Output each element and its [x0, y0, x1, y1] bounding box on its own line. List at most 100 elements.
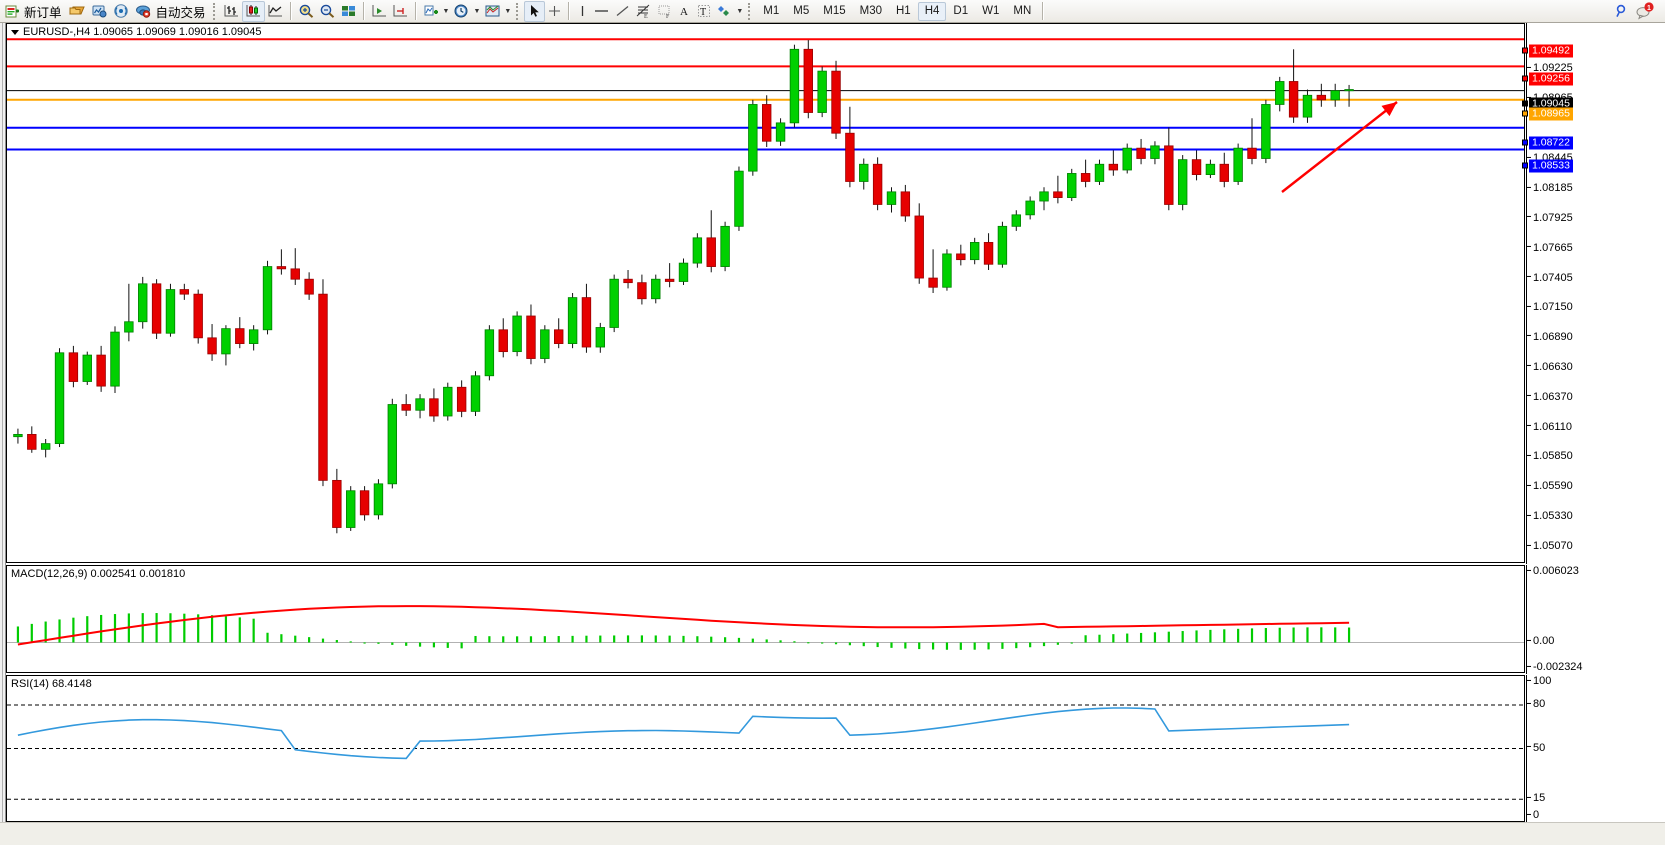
notifications-icon: 1 [1635, 2, 1655, 20]
chart-title: EURUSD-,H4 1.09065 1.09069 1.09016 1.090… [11, 26, 262, 38]
candlestick-chart-icon [245, 3, 262, 19]
chart-shift-icon [371, 3, 388, 19]
zoom-in-icon [298, 3, 315, 19]
signals-button[interactable] [110, 1, 132, 22]
shapes-icon [716, 3, 733, 19]
chart-workspace[interactable]: EURUSD-,H4 1.09065 1.09069 1.09016 1.090… [0, 23, 1665, 845]
timeframe-mn[interactable]: MN [1013, 5, 1032, 17]
fibonacci-button[interactable]: E [633, 1, 654, 22]
toolbar-grip-2[interactable] [516, 2, 521, 20]
timeframe-w1[interactable]: W1 [982, 5, 1000, 17]
macd-plot [7, 605, 1524, 650]
macd-scale[interactable]: 0.006023 0.00 -0.002324 [1526, 565, 1665, 674]
price-tag[interactable]: 1.09492 [1522, 44, 1573, 58]
terminal-icon [90, 3, 108, 19]
toolbar-grip-3[interactable] [748, 2, 753, 20]
rsi-tick: 100 [1527, 675, 1551, 687]
search-button[interactable] [1611, 1, 1633, 22]
price-tick: 1.06890 [1527, 331, 1573, 343]
indicators-button[interactable]: ▼ [421, 1, 452, 22]
zoom-out-button[interactable] [317, 1, 338, 22]
channel-icon: F [656, 3, 673, 19]
price-tick: 1.06630 [1527, 361, 1573, 373]
chart-shift-button[interactable] [369, 1, 390, 22]
indicators-icon [423, 3, 440, 19]
chart-collapse-icon[interactable] [11, 29, 19, 35]
price-tag[interactable]: 1.09045 [1522, 97, 1573, 111]
templates-caret-icon[interactable]: ▼ [504, 7, 512, 15]
terminal-button[interactable] [88, 1, 110, 22]
macd-pane[interactable]: MACD(12,26,9) 0.002541 0.001810 [6, 565, 1525, 673]
trendline-button[interactable] [612, 1, 633, 22]
price-tick: 1.07665 [1527, 242, 1573, 254]
rsi-label: RSI(14) 68.4148 [11, 678, 92, 690]
timeframe-m15[interactable]: M15 [823, 5, 846, 17]
price-tag[interactable]: 1.08533 [1522, 159, 1573, 173]
search-icon [1613, 3, 1631, 19]
shapes-caret-icon[interactable]: ▼ [736, 7, 744, 15]
toolbar-grip-1[interactable] [212, 2, 218, 20]
tile-windows-icon [340, 3, 357, 19]
price-pane[interactable]: EURUSD-,H4 1.09065 1.09069 1.09016 1.090… [6, 23, 1525, 563]
period-button[interactable]: ▼ [451, 1, 482, 22]
tile-windows-button[interactable] [338, 1, 359, 22]
price-tag[interactable]: 1.08965 [1522, 107, 1573, 121]
timeframe-d1[interactable]: D1 [953, 5, 969, 17]
price-tick: 1.05850 [1527, 450, 1573, 462]
toolbar-sep-4 [568, 2, 571, 20]
text-button[interactable]: A [675, 1, 694, 22]
period-icon [453, 3, 470, 19]
line-chart-button[interactable] [265, 1, 286, 22]
text-label-button[interactable]: T [694, 1, 714, 22]
candlestick-chart-button[interactable] [241, 0, 265, 22]
crosshair-icon [547, 3, 562, 19]
svg-text:A: A [680, 6, 688, 18]
vertical-line-button[interactable] [574, 1, 591, 22]
price-tick: 1.08185 [1527, 182, 1573, 194]
timeframe-h4[interactable]: H4 [917, 1, 947, 21]
price-tick: 1.05590 [1527, 480, 1573, 492]
zoom-in-button[interactable] [296, 1, 317, 22]
status-bar [0, 822, 1665, 845]
auto-trading-button[interactable]: 自动交易 [132, 1, 210, 22]
text-icon: A [677, 3, 692, 19]
rsi-pane[interactable]: RSI(14) 68.4148 [6, 675, 1525, 822]
line-chart-icon [267, 3, 284, 19]
price-tick: 1.05070 [1527, 540, 1573, 552]
rsi-tick: 15 [1527, 792, 1545, 804]
timeframe-m30[interactable]: M30 [859, 5, 882, 17]
price-tag[interactable]: 1.09256 [1522, 72, 1573, 86]
macd-tick: 0.006023 [1527, 565, 1579, 577]
rsi-tick: 0 [1527, 809, 1539, 821]
price-scale[interactable]: 1.092251.089651.084451.081851.079251.076… [1522, 23, 1665, 564]
price-tick: 1.06370 [1527, 391, 1573, 403]
timeframe-h1[interactable]: H1 [896, 5, 911, 17]
svg-text:E: E [644, 14, 648, 19]
text-label-icon: T [696, 3, 712, 19]
bar-chart-button[interactable] [221, 1, 242, 22]
macd-tick: 0.00 [1527, 635, 1554, 648]
price-tick: 1.05330 [1527, 510, 1573, 522]
auto-scroll-button[interactable] [390, 1, 411, 22]
period-caret-icon[interactable]: ▼ [473, 7, 481, 15]
timeframe-m1[interactable]: M1 [763, 5, 780, 17]
auto-trading-label: 自动交易 [155, 5, 206, 20]
templates-icon [484, 3, 501, 19]
rsi-scale[interactable]: 100 80 50 15 0 [1526, 675, 1665, 822]
indicators-caret-icon[interactable]: ▼ [442, 7, 450, 15]
timeframe-m5[interactable]: M5 [793, 5, 810, 17]
templates-button[interactable]: ▼ [482, 1, 513, 22]
new-order-button[interactable]: 新订单 [2, 1, 66, 22]
notifications-button[interactable]: 1 [1633, 1, 1657, 22]
macd-tick: -0.002324 [1527, 661, 1583, 673]
rsi-tick: 80 [1527, 698, 1545, 710]
folder-button[interactable] [66, 1, 88, 22]
chart-left-rail [0, 23, 6, 822]
cursor-button[interactable] [524, 0, 546, 22]
shapes-button[interactable]: ▼ [714, 1, 745, 22]
channel-button[interactable]: F [654, 1, 675, 22]
horizontal-line-button[interactable] [591, 1, 612, 22]
price-tag[interactable]: 1.08722 [1522, 136, 1573, 150]
crosshair-button[interactable] [545, 1, 564, 22]
toolbar-sep-3 [414, 2, 417, 20]
